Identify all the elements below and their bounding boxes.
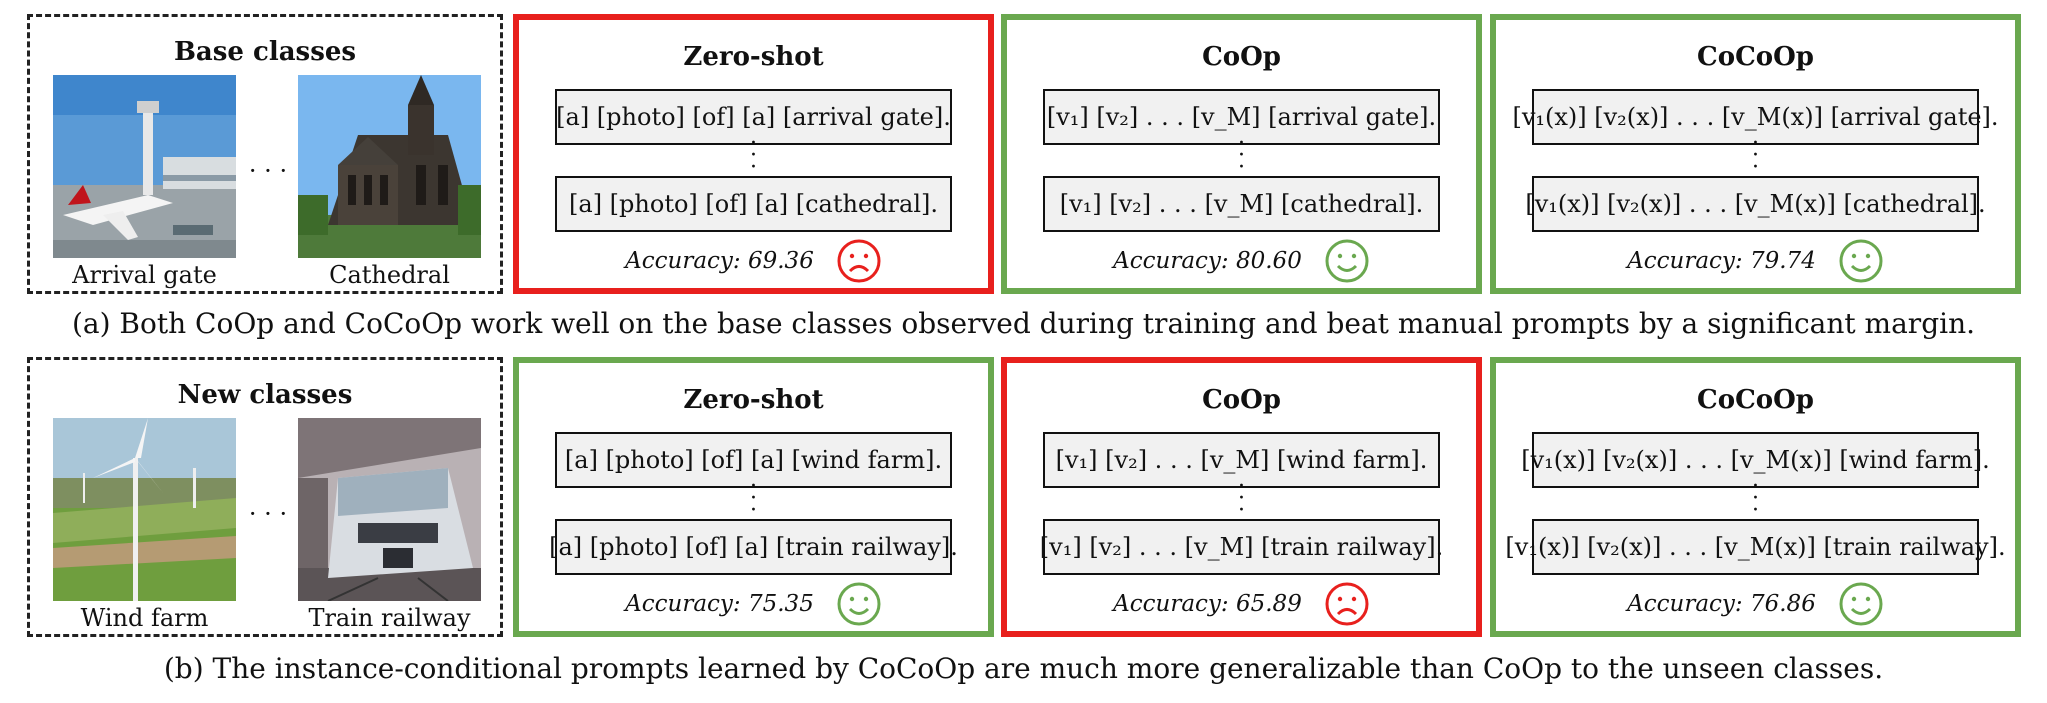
vertical-dots: · · · [1752,131,1759,180]
prompt-box-1: [v₁] [v₂] . . . [v_M] [arrival gate]. [1043,89,1440,145]
train-image [298,418,481,601]
coop-panel-new: CoOp [v₁] [v₂] . . . [v_M] [wind farm]. … [1001,357,1482,637]
panel-title: CoCoOp [1697,385,1814,415]
more-classes-dots: · · · [248,157,288,185]
more-classes-dots: · · · [248,500,288,528]
prompt-box-2: [v₁(x)] [v₂(x)] . . . [v_M(x)] [train ra… [1505,519,2006,575]
prompt-box-2: [v₁] [v₂] . . . [v_M] [train railway]. [1040,519,1443,575]
accuracy-text: Accuracy: 80.60 [1113,248,1302,274]
train-railway-label: Train railway [308,604,471,632]
arrival-gate-label: Arrival gate [72,261,217,289]
cocoop-panel-new: CoCoOp [v₁(x)] [v₂(x)] . . . [v_M(x)] [w… [1490,357,2021,637]
happy-face-icon [1839,582,1883,626]
vertical-dots: · · · [1238,131,1245,180]
accuracy-text: Accuracy: 79.74 [1627,248,1816,274]
accuracy-text: Accuracy: 69.36 [625,248,814,274]
prompt-box-2: [a] [photo] [of] [a] [cathedral]. [555,176,952,232]
prompt-box-2: [v₁] [v₂] . . . [v_M] [cathedral]. [1043,176,1440,232]
zero-shot-panel-new: Zero-shot [a] [photo] [of] [a] [wind far… [513,357,994,637]
caption-a: (a) Both CoOp and CoCoOp work well on th… [71,307,1975,340]
panel-title: Zero-shot [683,385,824,415]
panel-title: CoOp [1202,42,1281,72]
prompt-box-1: [v₁] [v₂] . . . [v_M] [wind farm]. [1043,432,1440,488]
wind-farm-image [53,418,236,601]
vertical-dots: · · · [750,474,757,523]
caption-b: (b) The instance-conditional prompts lea… [163,652,1884,685]
wind-farm-label: Wind farm [80,604,209,632]
prompt-box-1: [a] [photo] [of] [a] [wind farm]. [555,432,952,488]
panel-title: CoOp [1202,385,1281,415]
accuracy-text: Accuracy: 75.35 [625,591,814,617]
panel-title: CoCoOp [1697,42,1814,72]
new-classes-heading: New classes [177,380,353,410]
prompt-box-1: [a] [photo] [of] [a] [arrival gate]. [555,89,952,145]
vertical-dots: · · · [1238,474,1245,523]
vertical-dots: · · · [750,131,757,180]
accuracy-text: Accuracy: 65.89 [1113,591,1302,617]
base-classes-panel: Base classes · · · [27,14,503,294]
vertical-dots: · · · [1752,474,1759,523]
cocoop-panel-base: CoCoOp [v₁(x)] [v₂(x)] . . . [v_M(x)] [a… [1490,14,2021,294]
base-classes-heading: Base classes [173,37,357,67]
prompt-box-1: [v₁(x)] [v₂(x)] . . . [v_M(x)] [arrival … [1512,89,1999,145]
prompt-box-1: [v₁(x)] [v₂(x)] . . . [v_M(x)] [wind far… [1521,432,1990,488]
cathedral-label: Cathedral [329,261,450,289]
happy-face-icon [1325,239,1369,283]
sad-face-icon [1325,582,1369,626]
sad-face-icon [837,239,881,283]
coop-panel-base: CoOp [v₁] [v₂] . . . [v_M] [arrival gate… [1001,14,1482,294]
arrival-gate-image [53,75,236,258]
accuracy-text: Accuracy: 76.86 [1627,591,1816,617]
happy-face-icon [837,582,881,626]
prompt-box-2: [a] [photo] [of] [a] [train railway]. [549,519,958,575]
zero-shot-panel-base: Zero-shot [a] [photo] [of] [a] [arrival … [513,14,994,294]
new-classes-panel: New classes · · · [27,357,503,637]
happy-face-icon [1839,239,1883,283]
panel-title: Zero-shot [683,42,824,72]
cathedral-image [298,75,481,258]
prompt-box-2: [v₁(x)] [v₂(x)] . . . [v_M(x)] [cathedra… [1525,176,1986,232]
